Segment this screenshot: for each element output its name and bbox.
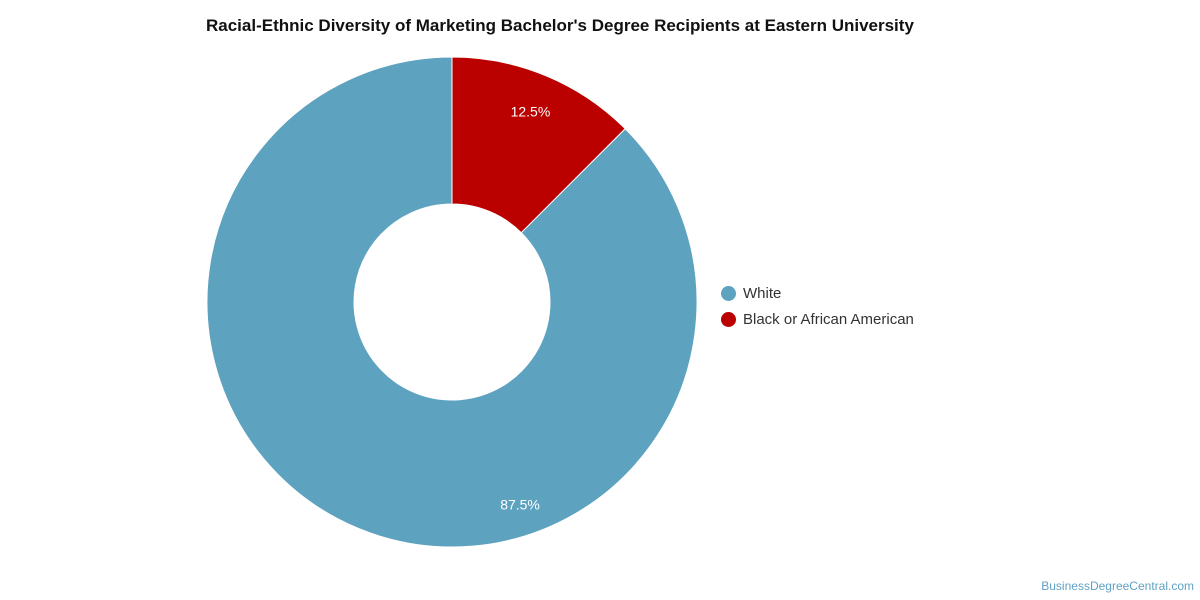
chart-legend: White Black or African American: [721, 280, 914, 332]
legend-swatch: [721, 285, 736, 301]
legend-label: Black or African American: [743, 310, 914, 328]
data-label-black-or-african-american: 12.5%: [511, 103, 551, 119]
legend-item-black-or-african-american[interactable]: Black or African American: [721, 306, 914, 332]
data-label-white: 87.5%: [500, 497, 540, 513]
legend-item-white[interactable]: White: [721, 280, 914, 306]
watermark-link[interactable]: BusinessDegreeCentral.com: [1041, 579, 1194, 593]
legend-label: White: [743, 284, 782, 302]
legend-swatch: [721, 311, 736, 327]
slice-black-or-african-american[interactable]: [451, 56, 626, 234]
chart-title: Racial-Ethnic Diversity of Marketing Bac…: [206, 16, 914, 35]
slice-white[interactable]: [206, 56, 698, 548]
